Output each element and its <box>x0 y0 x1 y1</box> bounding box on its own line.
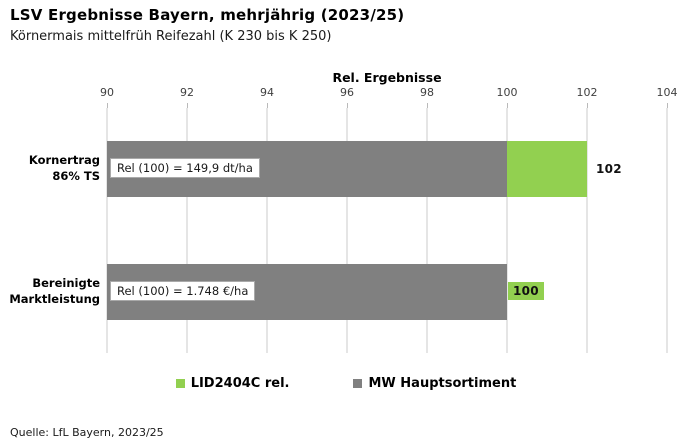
gridline <box>426 108 428 353</box>
axis-tick-mark <box>667 103 668 110</box>
source-note: Quelle: LfL Bayern, 2023/25 <box>10 426 164 439</box>
axis-tick-label: 102 <box>576 86 598 99</box>
gridline <box>666 108 668 353</box>
axis-tick-mark <box>187 103 188 110</box>
legend-label: MW Hauptsortiment <box>368 376 517 391</box>
gridline <box>106 108 108 353</box>
axis-tick-label: 90 <box>100 86 114 99</box>
axis-tick-mark <box>427 103 428 110</box>
axis-tick-mark <box>107 103 108 110</box>
axis-tick-label: 94 <box>260 86 274 99</box>
legend-item-lid2404c: LID2404C rel. <box>175 376 290 391</box>
legend-label: LID2404C rel. <box>190 376 290 391</box>
category-label: Bereinigte Marktleistung <box>9 276 100 306</box>
axis-tick-label: 104 <box>656 86 678 99</box>
axis-title: Rel. Ergebnisse <box>332 70 442 85</box>
axis-tick-mark <box>347 103 348 110</box>
axis-tick-label: 92 <box>180 86 194 99</box>
bar-lid2404c-segment <box>507 141 587 197</box>
chart-subtitle: Körnermais mittelfrüh Reifezahl (K 230 b… <box>10 29 332 44</box>
axis-tick-label: 100 <box>496 86 518 99</box>
gridline <box>266 108 268 353</box>
value-label: 102 <box>596 162 622 176</box>
legend-swatch-green-icon <box>175 379 185 388</box>
chart-title: LSV Ergebnisse Bayern, mehrjährig (2023/… <box>10 6 405 24</box>
axis-tick-mark <box>267 103 268 110</box>
value-label-wrap: 102 <box>596 141 622 197</box>
gridline <box>346 108 348 353</box>
axis-tick-label: 98 <box>420 86 434 99</box>
axis-tick-mark <box>507 103 508 110</box>
legend-item-mw-hauptsortiment: MW Hauptsortiment <box>353 376 516 391</box>
axis-tick-label: 96 <box>340 86 354 99</box>
axis-tick-mark <box>587 103 588 110</box>
gridline <box>586 108 588 353</box>
legend: LID2404C rel. MW Hauptsortiment <box>0 376 692 391</box>
gridline <box>186 108 188 353</box>
annotation-box: Rel (100) = 1.748 €/ha <box>110 281 256 301</box>
value-label-badge: 100 <box>508 282 544 300</box>
category-label: Kornertrag 86% TS <box>28 153 100 183</box>
legend-swatch-gray-icon <box>353 379 363 388</box>
annotation-box: Rel (100) = 149,9 dt/ha <box>110 158 260 178</box>
gridline <box>506 108 508 353</box>
